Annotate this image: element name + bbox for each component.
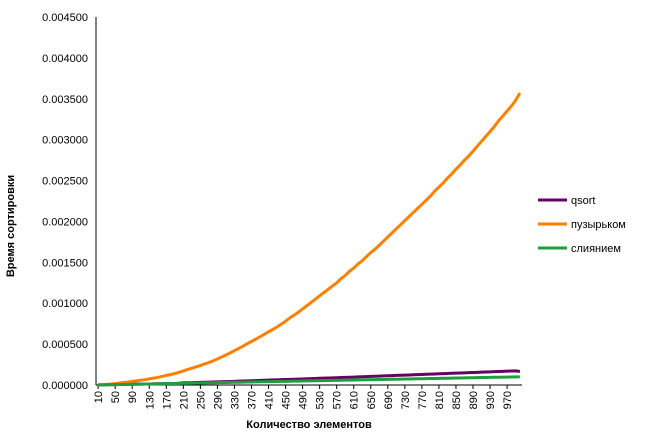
- x-axis-title: Количество элементов: [246, 419, 372, 431]
- x-tick-label: 730: [400, 391, 412, 409]
- x-tick-label: 530: [315, 391, 327, 409]
- y-tick-label: 0.002000: [42, 216, 88, 228]
- x-tick-label: 370: [246, 391, 258, 409]
- x-tick-label: 210: [178, 391, 190, 409]
- x-tick-label: 570: [332, 391, 344, 409]
- x-tick-label: 650: [366, 391, 378, 409]
- x-tick-label: 250: [195, 391, 207, 409]
- y-tick-label: 0.001000: [42, 298, 88, 310]
- x-tick-label: 330: [229, 391, 241, 409]
- x-tick-label: 490: [298, 391, 310, 409]
- x-tick-label: 890: [468, 391, 480, 409]
- x-tick-label: 410: [264, 391, 276, 409]
- x-tick-label: 810: [434, 391, 446, 409]
- y-tick-label: 0.000000: [42, 380, 88, 392]
- y-tick-label: 0.003500: [42, 94, 88, 106]
- y-tick-labels: 0.000000 0.000500 0.001000 0.001500 0.002000…: [42, 12, 88, 392]
- x-tick-label: 770: [417, 391, 429, 409]
- x-tick-labels: 10 50 90 130 170 210 250 290 330 370 410 450 490 530 5…: [93, 385, 514, 409]
- x-tick-label: 290: [212, 391, 224, 409]
- y-axis-title: Время сортировки: [5, 175, 17, 277]
- series-line-2: [98, 375, 520, 387]
- legend-label-bubble: пузырьком: [571, 219, 626, 231]
- x-tick-label: 850: [451, 391, 463, 409]
- x-tick-label: 930: [485, 391, 497, 409]
- legend-label-merge: слиянием: [571, 243, 621, 255]
- y-tick-label: 0.004000: [42, 53, 88, 65]
- x-tick-label: 450: [281, 391, 293, 409]
- x-tick-label: 50: [110, 391, 122, 403]
- x-tick-label: 10: [93, 391, 105, 403]
- y-tick-label: 0.004500: [42, 12, 88, 24]
- series-lines: [98, 92, 522, 387]
- y-tick-label: 0.002500: [42, 176, 88, 188]
- series-line-1: [98, 92, 522, 387]
- y-tick-label: 0.001500: [42, 257, 88, 269]
- y-tick-label: 0.000500: [42, 339, 88, 351]
- legend-label-qsort: qsort: [571, 195, 595, 207]
- x-tick-label: 130: [144, 391, 156, 409]
- legend: qsort пузырьком слиянием: [538, 195, 626, 255]
- x-tick-label: 690: [383, 391, 395, 409]
- x-tick-label: 90: [127, 391, 139, 403]
- x-tick-label: 970: [502, 391, 514, 409]
- x-tick-label: 610: [349, 391, 361, 409]
- x-tick-label: 170: [161, 391, 173, 409]
- y-tick-label: 0.003000: [42, 135, 88, 147]
